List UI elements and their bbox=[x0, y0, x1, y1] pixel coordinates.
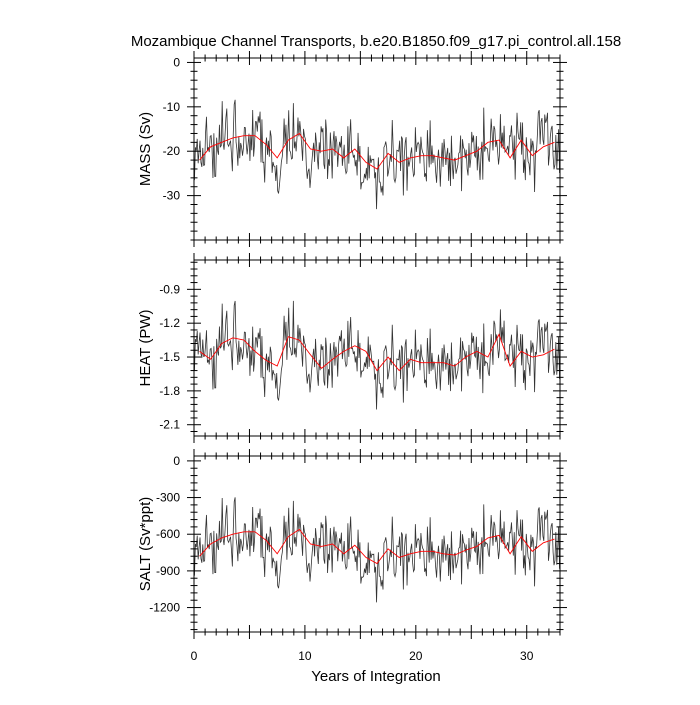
salt-y-tick-label: -1200 bbox=[149, 601, 180, 615]
mass-plot-frame bbox=[193, 57, 561, 241]
heat-annual-series bbox=[199, 333, 555, 372]
heat-y-tick-label: -0.9 bbox=[159, 282, 180, 296]
x-tick-label: 0 bbox=[191, 649, 198, 663]
salt-y-tick-label: -600 bbox=[156, 527, 180, 541]
heat-plot-frame bbox=[193, 259, 561, 437]
panel-salt: 0 -300 -600 -900 -1200 SALT (Sv*ppt) bbox=[137, 449, 567, 639]
chart-panels: 0 -10 -20 -30 MASS (Sv) -0.9 -1.2 -1.5 -1.8 -2.1 H… bbox=[137, 51, 567, 663]
salt-y-axis-label: SALT (Sv*ppt) bbox=[137, 497, 154, 591]
mass-y-tick-label: -20 bbox=[163, 144, 181, 158]
salt-y-tick-label: 0 bbox=[173, 454, 180, 468]
x-tick-label: 20 bbox=[409, 649, 423, 663]
heat-y-tick-label: -1.8 bbox=[159, 384, 180, 398]
x-tick-label: 30 bbox=[520, 649, 534, 663]
salt-plot-frame bbox=[193, 455, 561, 633]
panel-mass: 0 -10 -20 -30 MASS (Sv) bbox=[137, 51, 567, 247]
mass-annual-series bbox=[199, 132, 555, 170]
heat-y-tick-label: -1.2 bbox=[159, 316, 180, 330]
salt-y-tick-label: -300 bbox=[156, 491, 180, 505]
salt-monthly-series bbox=[194, 497, 560, 603]
chart-title: Mozambique Channel Transports, b.e20.B18… bbox=[131, 33, 621, 50]
mass-y-tick-label: 0 bbox=[173, 55, 180, 69]
x-tick-label: 10 bbox=[298, 649, 312, 663]
heat-y-tick-label: -2.1 bbox=[159, 418, 180, 432]
mass-y-tick-label: -10 bbox=[163, 100, 181, 114]
panel-heat: -0.9 -1.2 -1.5 -1.8 -2.1 HEAT (PW) bbox=[137, 253, 567, 443]
heat-y-axis-label: HEAT (PW) bbox=[137, 310, 154, 387]
heat-y-tick-label: -1.5 bbox=[159, 350, 180, 364]
mass-y-tick-label: -30 bbox=[163, 189, 181, 203]
salt-annual-series bbox=[199, 528, 555, 565]
salt-y-tick-label: -900 bbox=[156, 564, 180, 578]
x-axis-label: Years of Integration bbox=[311, 668, 441, 685]
mass-monthly-series bbox=[194, 99, 560, 210]
heat-monthly-series bbox=[194, 300, 560, 410]
mass-y-axis-label: MASS (Sv) bbox=[137, 112, 154, 186]
